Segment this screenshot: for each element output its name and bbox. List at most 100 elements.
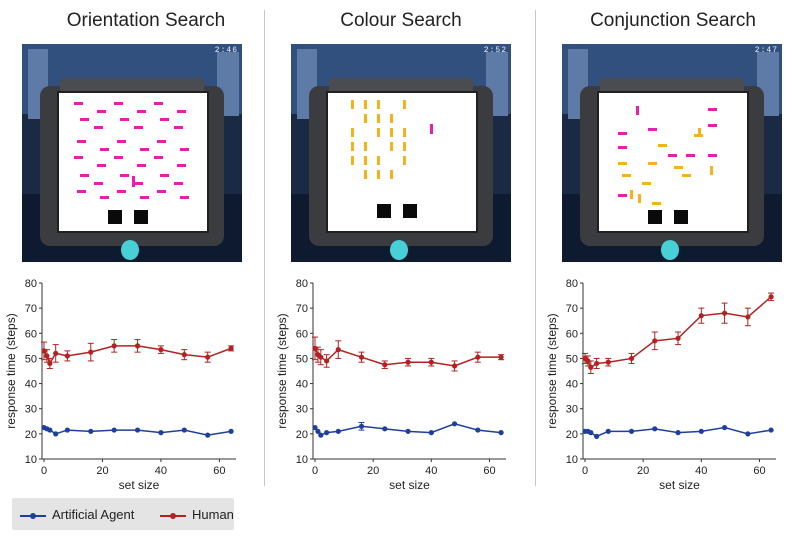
scene-stimulus (114, 102, 123, 105)
scene-stimulus (658, 144, 667, 147)
scene-stimulus (618, 194, 627, 197)
y-tick-label: 30 (566, 404, 578, 416)
y-axis-label: response time (steps) (545, 313, 559, 428)
scene-stimulus (120, 118, 129, 121)
scene-stimulus (94, 182, 103, 185)
data-point (652, 338, 658, 344)
data-point (405, 359, 411, 365)
y-tick-label: 40 (566, 379, 578, 391)
x-tick-label: 40 (155, 465, 167, 477)
scene-stimulus (364, 114, 367, 123)
data-point (498, 354, 504, 360)
data-point (324, 430, 330, 436)
panel-title-orientation: Orientation Search (66, 10, 226, 31)
data-point (134, 427, 141, 433)
scene-stimulus (80, 118, 89, 121)
x-tick-label: 20 (637, 465, 649, 477)
x-axis-label: set size (389, 478, 430, 492)
data-point (594, 433, 600, 439)
scene-stimulus (74, 156, 83, 159)
data-point (358, 423, 365, 429)
data-point (158, 347, 164, 353)
scene-stimulus (708, 124, 717, 127)
y-tick-label: 60 (566, 328, 578, 340)
data-point (382, 362, 388, 368)
data-point (358, 354, 365, 360)
x-tick-label: 40 (425, 465, 437, 477)
scene-stimulus (180, 148, 189, 151)
scene-stimulus (622, 174, 631, 177)
y-tick-label: 10 (296, 454, 308, 466)
x-tick-label: 0 (41, 465, 47, 477)
scene-stimulus (364, 142, 367, 151)
data-point (628, 355, 635, 362)
scene-colour-art (291, 44, 511, 262)
scene-stimulus (97, 164, 106, 167)
scene-stimulus (648, 128, 657, 131)
scene-stimulus (630, 190, 633, 199)
panel-title-colour: Colour Search (340, 10, 462, 31)
y-tick-label: 20 (25, 429, 37, 441)
scene-stimulus (157, 140, 166, 143)
x-axis-label: set size (659, 478, 700, 492)
data-point (721, 424, 728, 431)
scene-stimulus (694, 134, 703, 137)
data-point (428, 359, 434, 365)
data-point (745, 314, 751, 320)
scene-stimulus (174, 182, 183, 185)
data-point (698, 428, 704, 434)
scene-stimulus (100, 196, 109, 199)
scene-colour: 2:52 (291, 44, 511, 262)
scene-stimulus (364, 156, 367, 165)
scene-stimulus (351, 156, 354, 165)
x-tick-label: 60 (483, 465, 495, 477)
data-point (721, 310, 728, 316)
scene-target (430, 124, 433, 134)
y-tick-label: 10 (25, 454, 37, 466)
legend-human-label: Human (192, 507, 234, 522)
scene-stimulus (77, 140, 86, 143)
scene-stimulus (618, 132, 627, 135)
scene-stimulus (403, 142, 406, 151)
scene-stimulus (377, 114, 380, 123)
data-point (428, 430, 434, 436)
y-tick-label: 30 (296, 404, 308, 416)
scene-stimulus (174, 126, 183, 129)
scene-stimulus (642, 182, 651, 185)
data-point (181, 352, 187, 358)
scene-stimulus (364, 100, 367, 109)
scene-stimulus (94, 126, 103, 129)
y-tick-label: 50 (25, 353, 37, 365)
y-axis-label: response time (steps) (275, 313, 289, 428)
data-point (134, 343, 141, 349)
scene-stimulus (180, 196, 189, 199)
data-point (318, 432, 324, 438)
data-point (768, 427, 774, 433)
y-tick-label: 40 (25, 379, 37, 391)
data-point (181, 427, 187, 433)
scene-orientation: 2:46 (22, 44, 242, 262)
scene-stimulus (652, 202, 661, 205)
scene-stimulus (638, 194, 641, 203)
y-tick-label: 70 (566, 303, 578, 315)
scene-stimulus (377, 170, 380, 179)
y-tick-label: 60 (25, 328, 37, 340)
data-point (588, 364, 594, 370)
scene-stimulus (390, 142, 393, 151)
data-point (335, 347, 341, 353)
scene-stimulus (377, 128, 380, 137)
y-tick-label: 40 (296, 379, 308, 391)
data-point (382, 426, 388, 432)
scene-conjunction-art (562, 44, 782, 262)
scene-stimulus (114, 156, 123, 159)
scene-stimulus (117, 190, 126, 193)
scene-stimulus (708, 154, 717, 157)
data-point (475, 427, 481, 433)
scene-stimulus (140, 148, 149, 151)
data-point (335, 428, 341, 434)
scene-stimulus (140, 196, 149, 199)
data-point (88, 349, 94, 355)
data-point (88, 428, 94, 434)
scene-stimulus (134, 182, 143, 185)
scene-stimulus (117, 140, 126, 143)
